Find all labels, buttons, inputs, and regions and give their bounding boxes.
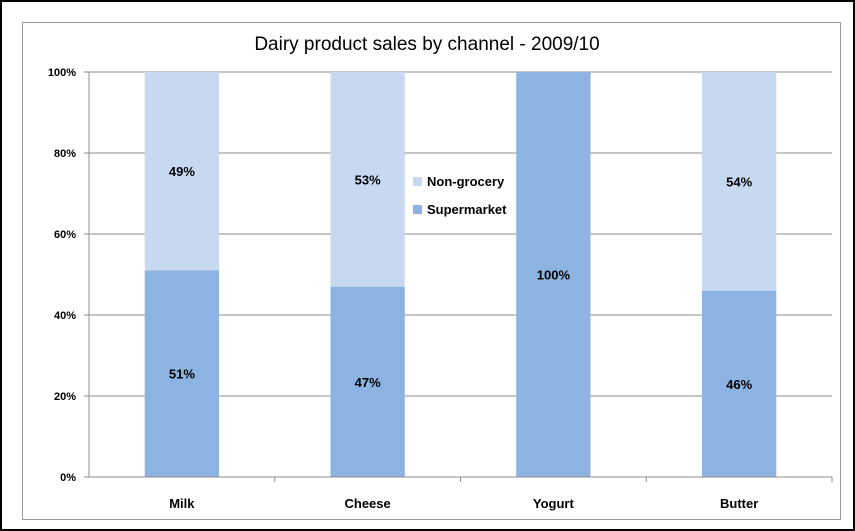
data-label: 46% xyxy=(726,377,752,392)
bars xyxy=(144,72,777,477)
x-category-label: Butter xyxy=(720,496,758,511)
legend-label: Supermarket xyxy=(427,202,507,217)
x-category-label: Cheese xyxy=(345,496,391,511)
y-tick-label: 20% xyxy=(54,391,76,403)
legend-swatch xyxy=(413,205,422,214)
y-tick-label: 0% xyxy=(60,472,76,484)
legend-label: Non-grocery xyxy=(427,174,505,189)
bar-supermarket-cheese xyxy=(330,286,405,477)
bar-non-grocery-cheese xyxy=(330,72,405,287)
data-label: 53% xyxy=(355,172,381,187)
data-label: 47% xyxy=(355,375,381,390)
data-label: 100% xyxy=(537,268,571,283)
chart-title: Dairy product sales by channel - 2009/10 xyxy=(254,34,599,55)
data-label: 49% xyxy=(169,164,195,179)
y-tick-label: 40% xyxy=(54,310,76,322)
bar-supermarket-butter xyxy=(701,290,777,477)
axes: 0% 20% 40% 60% 80% 100% Milk Cheese Yogurt Butter xyxy=(48,67,833,511)
data-label: 51% xyxy=(169,367,195,382)
y-tick-label: 60% xyxy=(54,229,76,241)
bar-supermarket-milk xyxy=(144,270,220,477)
y-tick-label: 80% xyxy=(54,148,76,160)
bar-non-grocery-milk xyxy=(144,72,220,271)
x-category-label: Yogurt xyxy=(533,496,575,511)
y-tick-label: 100% xyxy=(48,67,76,79)
bar-non-grocery-butter xyxy=(701,72,777,291)
bar-supermarket-yogurt xyxy=(516,72,591,477)
data-label: 54% xyxy=(726,174,752,189)
data-labels: 51% 49% 47% 53% 100% 46% 54% xyxy=(169,164,753,392)
legend: Non-grocery Supermarket xyxy=(413,174,507,217)
x-category-label: Milk xyxy=(169,496,195,511)
legend-swatch xyxy=(413,177,422,186)
